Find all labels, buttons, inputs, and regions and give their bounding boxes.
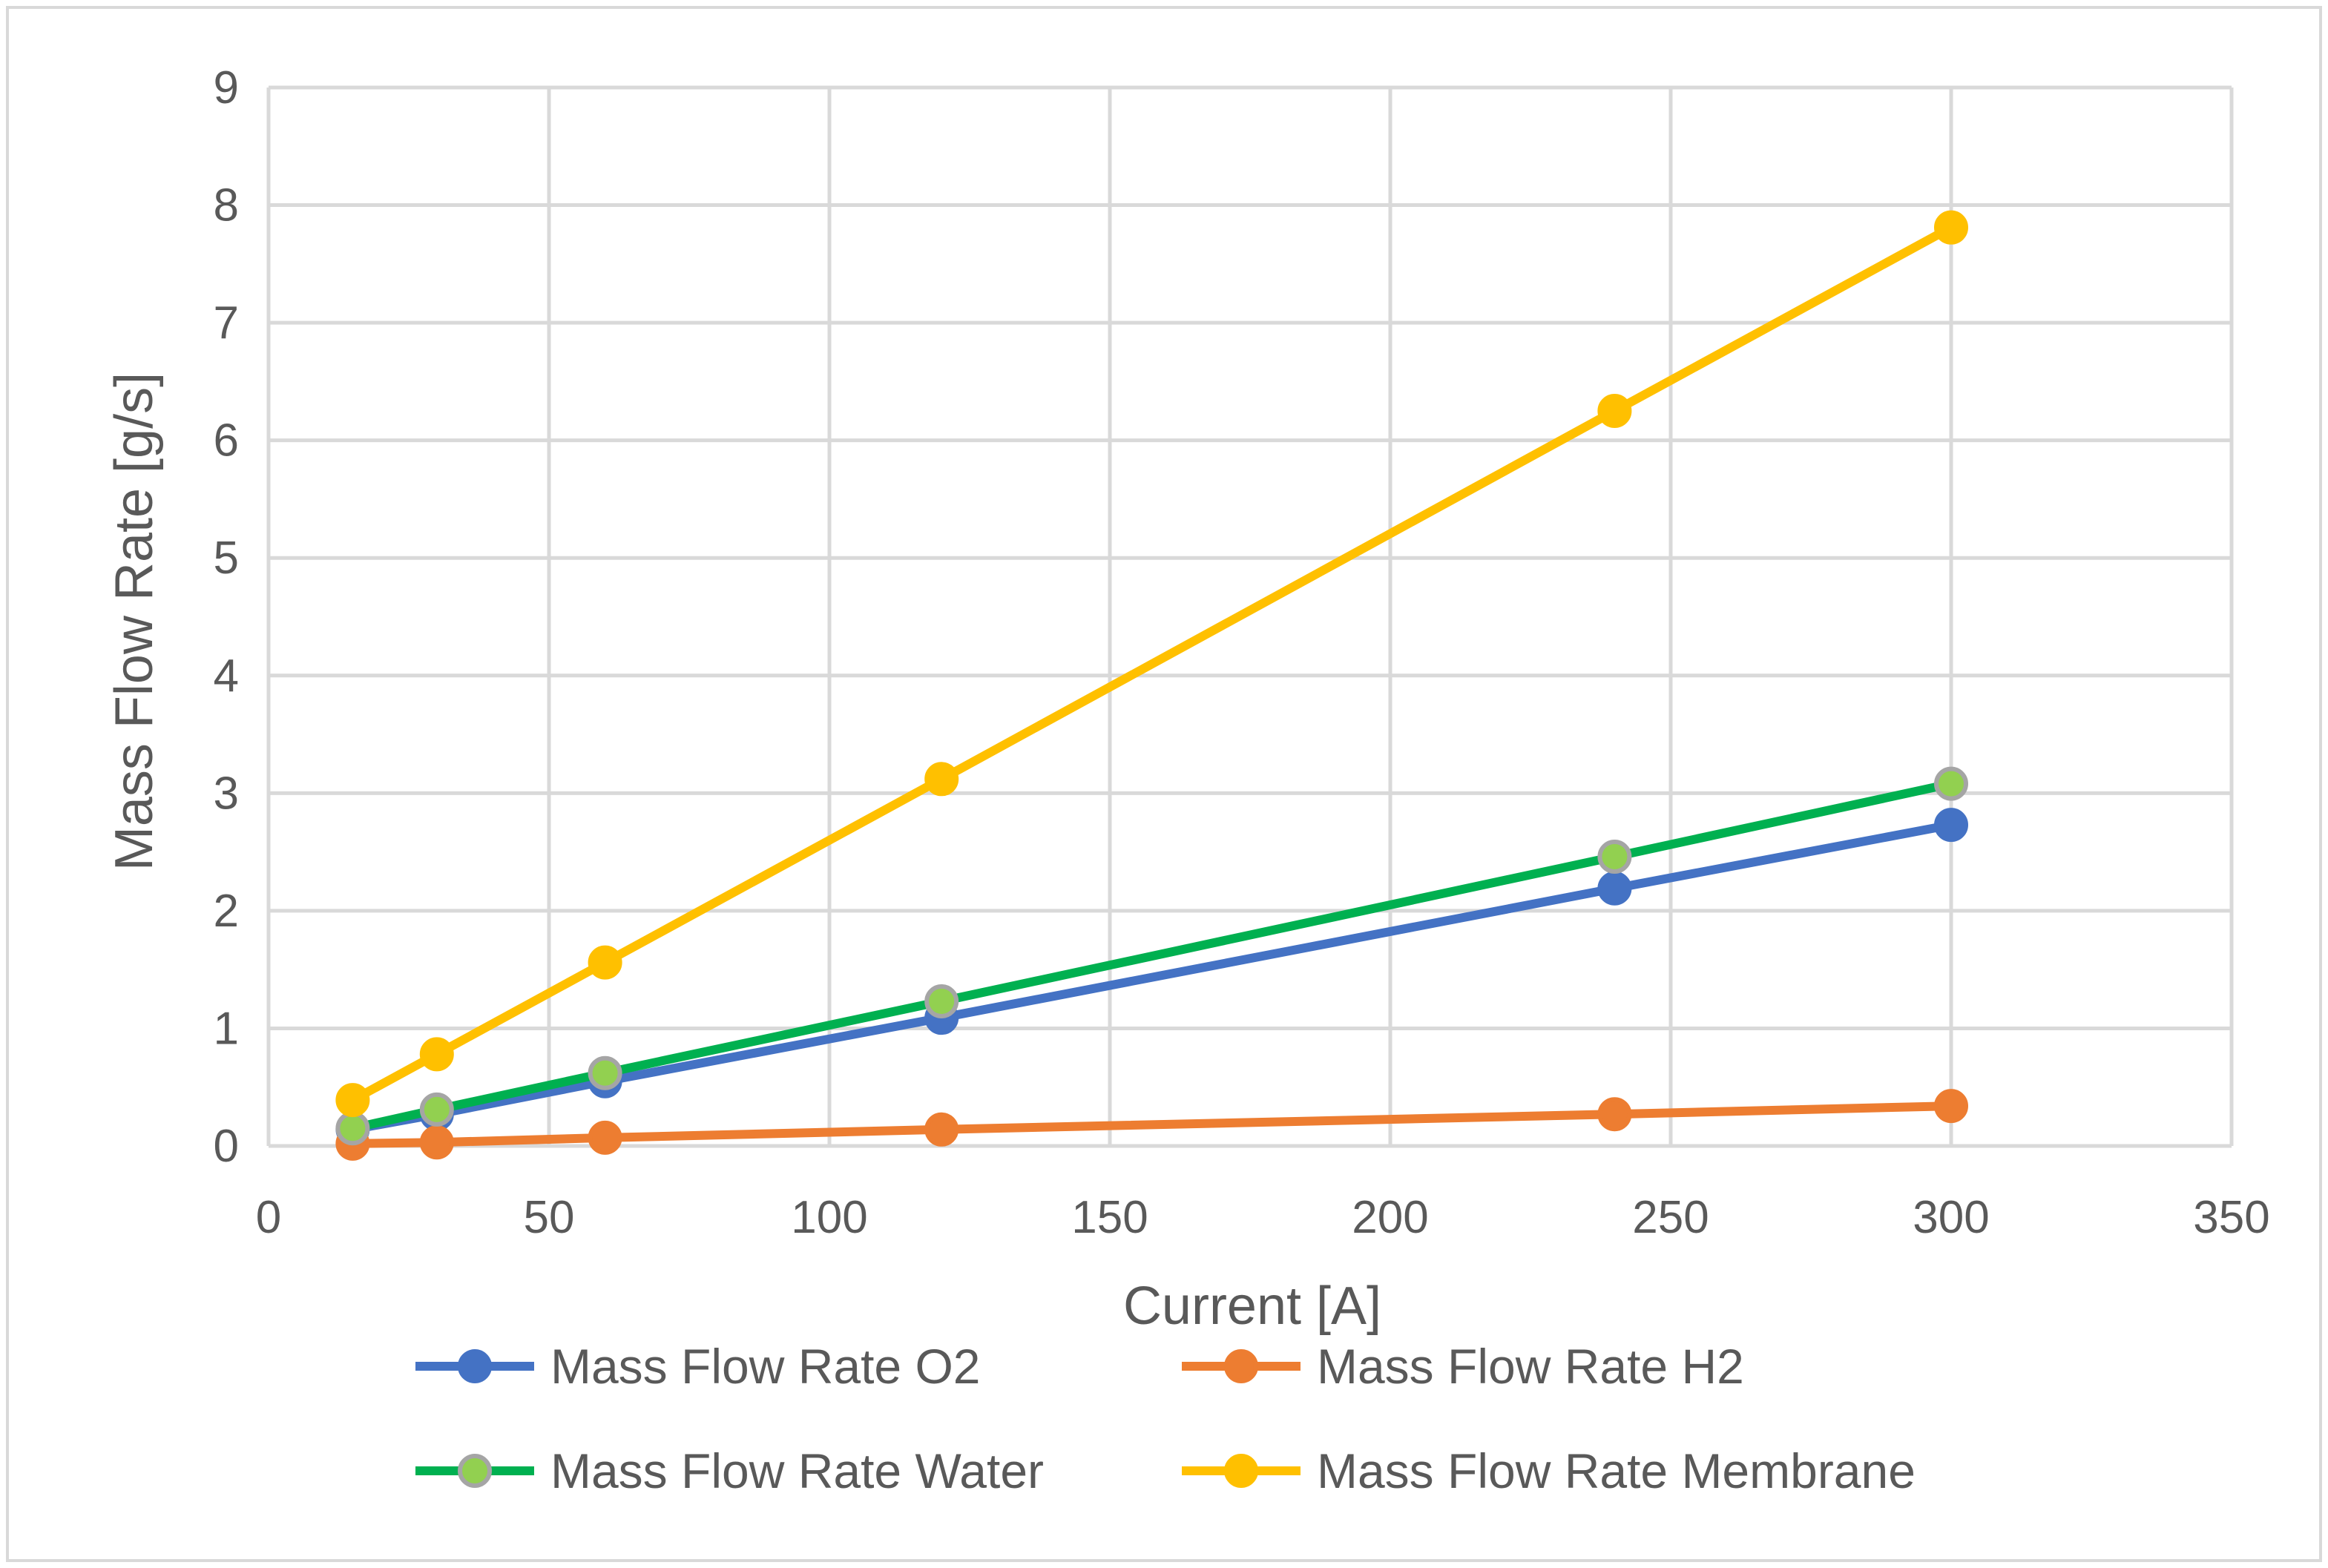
- data-point-mass-flow-rate-membrane: [1597, 394, 1632, 429]
- data-point-mass-flow-rate-water: [419, 1092, 454, 1127]
- x-tick-label: 250: [1632, 1192, 1709, 1243]
- legend-swatch-marker: [1224, 1349, 1258, 1383]
- tick-labels: 0 1 2 3 4 5 6 7 8 9 0 50 100 150 200 250 300 350: [214, 62, 2270, 1243]
- legend-label: Mass Flow Rate Water: [550, 1443, 1044, 1498]
- y-tick-label: 8: [214, 180, 239, 231]
- data-point-mass-flow-rate-membrane: [588, 945, 622, 980]
- x-tick-label: 150: [1071, 1192, 1148, 1243]
- legend-label: Mass Flow Rate H2: [1317, 1339, 1744, 1394]
- data-point-mass-flow-rate-water: [335, 1111, 370, 1146]
- y-tick-label: 2: [214, 886, 239, 937]
- y-tick-label: 5: [214, 533, 239, 584]
- x-tick-label: 350: [2193, 1192, 2269, 1243]
- data-point-mass-flow-rate-water: [1597, 839, 1632, 874]
- data-point-mass-flow-rate-water: [924, 984, 959, 1018]
- x-axis-title: Current [A]: [1123, 1277, 1381, 1336]
- y-tick-label: 6: [214, 415, 239, 467]
- data-point-mass-flow-rate-membrane: [1934, 210, 1968, 245]
- data-point-mass-flow-rate-water: [1934, 766, 1968, 801]
- y-tick-label: 1: [214, 1003, 239, 1054]
- data-point-mass-flow-rate-h2: [419, 1125, 454, 1160]
- y-tick-label: 7: [214, 297, 239, 349]
- series-mass-flow-rate-water: [335, 766, 1968, 1146]
- legend-label: Mass Flow Rate O2: [550, 1339, 981, 1394]
- x-tick-label: 50: [524, 1192, 575, 1243]
- data-point-mass-flow-rate-membrane: [924, 762, 959, 797]
- data-point-mass-flow-rate-membrane: [419, 1037, 454, 1072]
- series-mass-flow-rate-membrane: [335, 210, 1968, 1118]
- data-point-mass-flow-rate-o2: [1934, 808, 1968, 843]
- data-point-mass-flow-rate-h2: [1934, 1089, 1968, 1124]
- x-tick-label: 300: [1913, 1192, 1989, 1243]
- data-point-mass-flow-rate-h2: [924, 1112, 959, 1147]
- legend-item-mass-flow-rate-water: Mass Flow Rate Water: [415, 1443, 1044, 1498]
- y-tick-label: 9: [214, 62, 239, 113]
- legend-item-mass-flow-rate-h2: Mass Flow Rate H2: [1182, 1339, 1744, 1394]
- legend-swatch-marker: [458, 1349, 492, 1383]
- y-tick-label: 3: [214, 768, 239, 819]
- data-point-mass-flow-rate-water: [588, 1055, 622, 1090]
- y-axis-title: Mass Flow Rate [g/s]: [105, 372, 164, 871]
- y-tick-label: 4: [214, 650, 239, 702]
- data-point-mass-flow-rate-h2: [1597, 1097, 1632, 1132]
- data-point-mass-flow-rate-membrane: [335, 1083, 370, 1118]
- data-point-mass-flow-rate-o2: [1597, 871, 1632, 906]
- x-tick-label: 100: [791, 1192, 867, 1243]
- y-tick-label: 0: [214, 1121, 239, 1172]
- x-tick-label: 0: [256, 1192, 281, 1243]
- x-tick-label: 200: [1352, 1192, 1428, 1243]
- legend-swatch-marker: [458, 1454, 492, 1488]
- data-point-mass-flow-rate-h2: [588, 1120, 622, 1155]
- legend-label: Mass Flow Rate Membrane: [1317, 1443, 1916, 1498]
- legend-swatch-marker: [1224, 1454, 1258, 1488]
- legend: Mass Flow Rate O2 Mass Flow Rate H2 Mass F…: [415, 1339, 1916, 1498]
- legend-item-mass-flow-rate-membrane: Mass Flow Rate Membrane: [1182, 1443, 1916, 1498]
- legend-item-mass-flow-rate-o2: Mass Flow Rate O2: [415, 1339, 981, 1394]
- series-group: [335, 210, 1968, 1161]
